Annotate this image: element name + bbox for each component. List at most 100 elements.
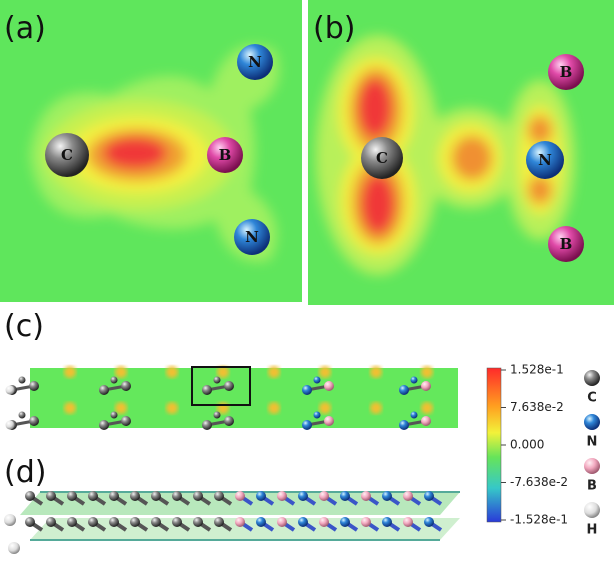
atom bbox=[424, 517, 434, 527]
atom bbox=[109, 491, 119, 501]
atom bbox=[214, 491, 224, 501]
panel-c-bg bbox=[30, 368, 458, 428]
atom-label: N bbox=[538, 151, 552, 169]
atom bbox=[256, 491, 266, 501]
atom bbox=[46, 491, 56, 501]
legend-label: B bbox=[587, 479, 597, 494]
atom bbox=[324, 416, 334, 426]
density-spot bbox=[166, 402, 178, 414]
atom bbox=[410, 376, 418, 384]
atom-sphere bbox=[548, 226, 584, 262]
atom-label: N bbox=[245, 228, 259, 246]
legend-label: C bbox=[587, 391, 597, 406]
panel-label: (b) bbox=[313, 11, 355, 46]
atom bbox=[99, 420, 109, 430]
atom bbox=[67, 491, 77, 501]
colorbar-label: 0.000 bbox=[510, 438, 544, 452]
atom bbox=[29, 416, 39, 426]
atom bbox=[25, 491, 35, 501]
density-spot bbox=[370, 402, 382, 414]
density-spot bbox=[319, 402, 331, 414]
atom-label: B bbox=[560, 235, 573, 253]
atom bbox=[193, 491, 203, 501]
highlight-box bbox=[191, 366, 251, 406]
atom-sphere bbox=[234, 219, 270, 255]
atom bbox=[298, 517, 308, 527]
atom bbox=[421, 416, 431, 426]
atom bbox=[109, 517, 119, 527]
atom bbox=[172, 491, 182, 501]
atom bbox=[235, 491, 245, 501]
density-spot bbox=[268, 402, 280, 414]
atom bbox=[235, 517, 245, 527]
legend-sphere bbox=[584, 458, 600, 474]
atom bbox=[224, 416, 234, 426]
atom bbox=[277, 517, 287, 527]
atom-label: B bbox=[560, 63, 573, 81]
atom bbox=[121, 381, 131, 391]
atom bbox=[18, 376, 26, 384]
atom bbox=[213, 411, 221, 419]
density-spot bbox=[64, 366, 76, 378]
density-spot bbox=[268, 366, 280, 378]
atoms-b: C N B B bbox=[361, 54, 584, 262]
atom bbox=[324, 381, 334, 391]
legend-sphere bbox=[584, 370, 600, 386]
legend-sphere bbox=[584, 414, 600, 430]
atom bbox=[313, 376, 321, 384]
atom-sphere bbox=[361, 137, 403, 179]
density-spot bbox=[166, 366, 178, 378]
atom bbox=[202, 420, 212, 430]
atom bbox=[399, 420, 409, 430]
h-atom bbox=[5, 385, 15, 395]
legend-label: H bbox=[587, 523, 598, 538]
legend: C N B H bbox=[584, 370, 600, 538]
atom bbox=[213, 376, 221, 384]
atom-label: C bbox=[61, 146, 73, 164]
atom bbox=[130, 517, 140, 527]
density-spot bbox=[115, 402, 127, 414]
colorbar-ticks: 1.528e-1 7.638e-2 0.000 -7.638e-2 -1.528e-1 bbox=[501, 363, 568, 527]
atom bbox=[361, 491, 371, 501]
atom bbox=[382, 517, 392, 527]
atom bbox=[399, 385, 409, 395]
atom bbox=[214, 517, 224, 527]
atom bbox=[224, 381, 234, 391]
h-atom bbox=[5, 420, 15, 430]
density-spot bbox=[370, 366, 382, 378]
atom bbox=[202, 385, 212, 395]
atom bbox=[25, 517, 35, 527]
atom-label: C bbox=[376, 149, 388, 167]
density-spot bbox=[217, 366, 229, 378]
atom-sphere bbox=[237, 44, 273, 80]
atom bbox=[403, 491, 413, 501]
atom bbox=[151, 491, 161, 501]
atom bbox=[18, 411, 26, 419]
density-spot bbox=[421, 402, 433, 414]
atom bbox=[302, 385, 312, 395]
atom bbox=[298, 491, 308, 501]
atom bbox=[110, 376, 118, 384]
atom bbox=[67, 517, 77, 527]
atom bbox=[88, 517, 98, 527]
atom bbox=[29, 381, 39, 391]
atom bbox=[277, 491, 287, 501]
atom bbox=[361, 517, 371, 527]
colorbar-label: 7.638e-2 bbox=[510, 400, 564, 414]
atom bbox=[130, 491, 140, 501]
panel-label: (d) bbox=[4, 455, 46, 490]
atom bbox=[193, 517, 203, 527]
atom bbox=[313, 411, 321, 419]
legend-sphere bbox=[584, 502, 600, 518]
density-spot bbox=[421, 366, 433, 378]
atom bbox=[99, 385, 109, 395]
atom bbox=[121, 416, 131, 426]
atom bbox=[302, 420, 312, 430]
contours-a bbox=[30, 45, 280, 262]
atom bbox=[421, 381, 431, 391]
atom bbox=[151, 517, 161, 527]
strip-c bbox=[5, 366, 433, 430]
atom-sphere bbox=[45, 133, 89, 177]
atom-sphere bbox=[207, 137, 243, 173]
